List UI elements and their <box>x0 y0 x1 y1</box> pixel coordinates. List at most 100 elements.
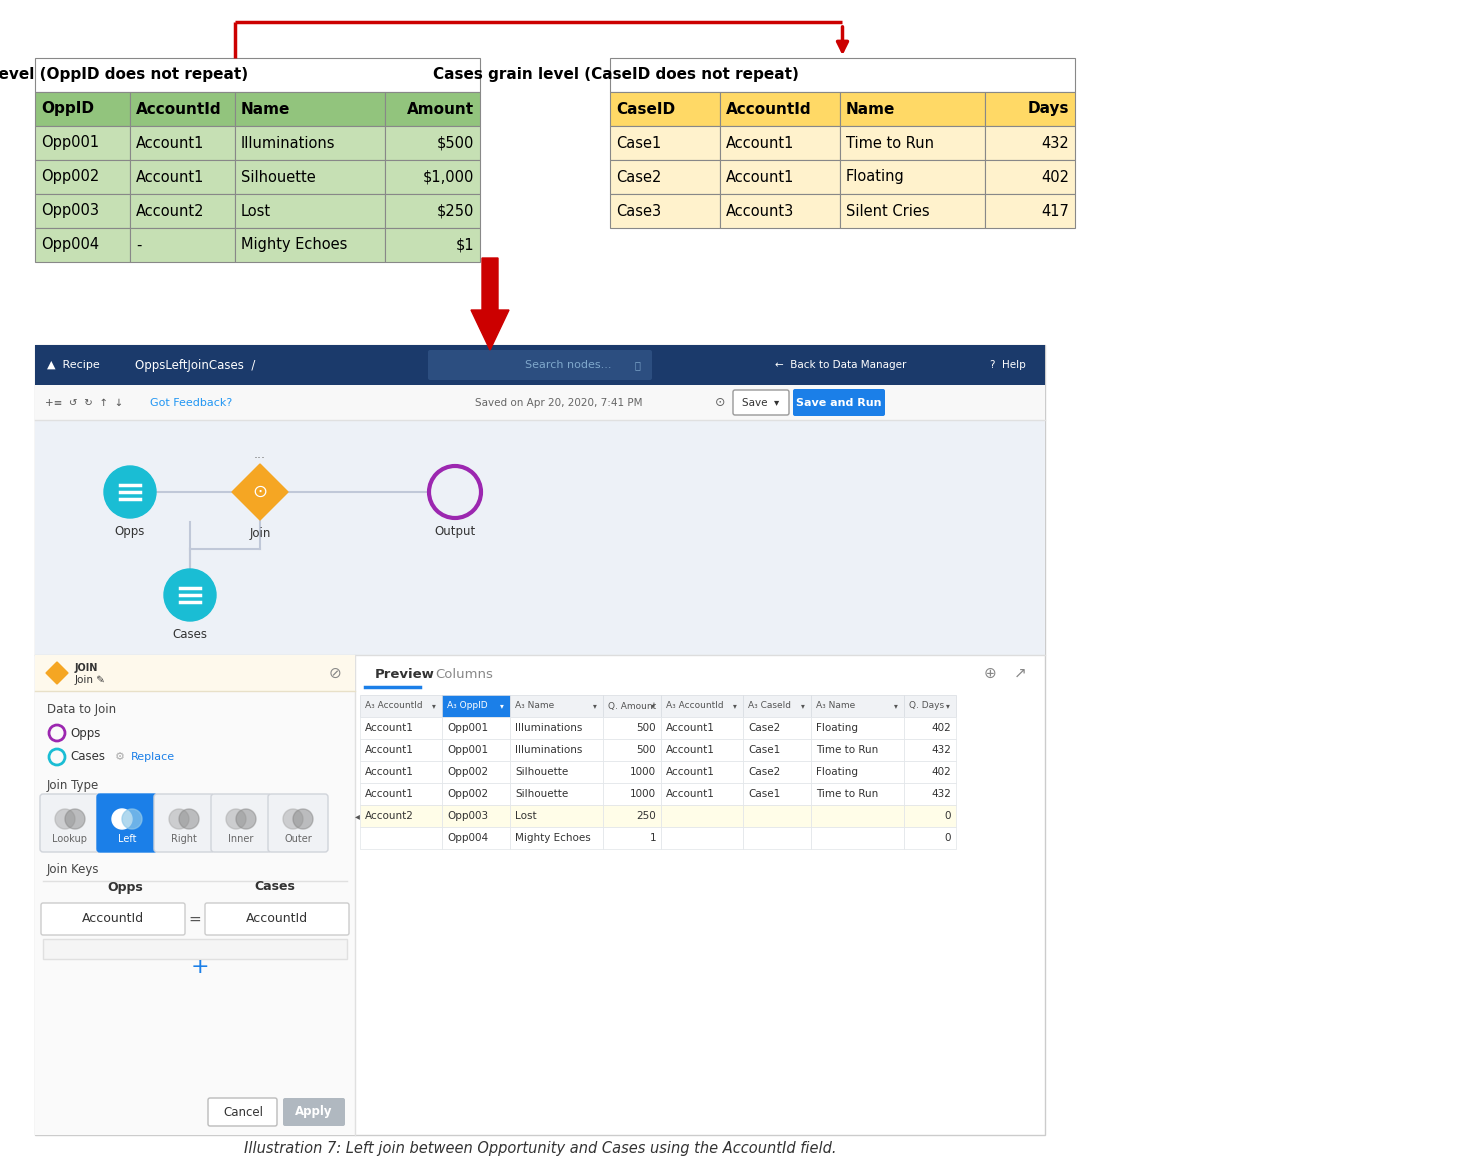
FancyBboxPatch shape <box>442 717 510 739</box>
Circle shape <box>65 808 85 830</box>
FancyBboxPatch shape <box>603 717 662 739</box>
Text: OppID: OppID <box>41 102 94 117</box>
Text: $500: $500 <box>437 136 473 151</box>
FancyBboxPatch shape <box>35 385 1045 420</box>
Text: ▾: ▾ <box>734 702 736 710</box>
Text: Mighty Echoes: Mighty Echoes <box>241 238 347 253</box>
Circle shape <box>237 808 256 830</box>
Text: ◂: ◂ <box>354 811 360 821</box>
Text: Opp001: Opp001 <box>41 136 98 151</box>
Text: A₃ CaseId: A₃ CaseId <box>748 702 791 710</box>
Text: Cases: Cases <box>172 627 207 640</box>
Text: Amount: Amount <box>407 102 473 117</box>
Text: Case2: Case2 <box>748 768 781 777</box>
Text: Search nodes...: Search nodes... <box>525 360 612 370</box>
Text: +≡  ↺  ↻  ↑  ↓: +≡ ↺ ↻ ↑ ↓ <box>46 398 123 407</box>
Text: 250: 250 <box>637 811 656 821</box>
Text: ↗: ↗ <box>1014 666 1026 681</box>
FancyBboxPatch shape <box>41 903 185 935</box>
Text: Days: Days <box>1028 102 1069 117</box>
Text: Account1: Account1 <box>365 723 415 732</box>
FancyBboxPatch shape <box>204 903 348 935</box>
FancyBboxPatch shape <box>720 194 839 228</box>
Text: 402: 402 <box>1041 170 1069 185</box>
Text: Cases grain level (CaseID does not repeat): Cases grain level (CaseID does not repea… <box>434 68 798 83</box>
Text: Left: Left <box>118 834 137 844</box>
Text: Account3: Account3 <box>726 204 794 219</box>
FancyBboxPatch shape <box>510 783 603 805</box>
Text: 0: 0 <box>945 833 951 844</box>
Circle shape <box>293 808 313 830</box>
FancyBboxPatch shape <box>720 126 839 160</box>
Text: Data to Join: Data to Join <box>47 703 116 716</box>
Text: Inner: Inner <box>228 834 254 844</box>
Text: Opp003: Opp003 <box>41 204 98 219</box>
Text: Case1: Case1 <box>616 136 662 151</box>
FancyBboxPatch shape <box>985 194 1075 228</box>
FancyBboxPatch shape <box>385 228 481 262</box>
FancyBboxPatch shape <box>129 194 235 228</box>
FancyBboxPatch shape <box>662 783 742 805</box>
Text: Join ✎: Join ✎ <box>75 675 106 684</box>
Text: Opp001: Opp001 <box>447 723 488 732</box>
Polygon shape <box>470 259 509 350</box>
Text: Account1: Account1 <box>137 136 204 151</box>
Text: Account2: Account2 <box>137 204 204 219</box>
FancyBboxPatch shape <box>811 695 904 717</box>
FancyBboxPatch shape <box>904 805 956 827</box>
Circle shape <box>226 808 245 830</box>
FancyBboxPatch shape <box>985 126 1075 160</box>
FancyBboxPatch shape <box>385 92 481 126</box>
Text: 402: 402 <box>932 723 951 732</box>
FancyBboxPatch shape <box>35 655 354 691</box>
Text: Account1: Account1 <box>365 789 415 799</box>
Text: Cases: Cases <box>254 881 295 894</box>
FancyBboxPatch shape <box>904 717 956 739</box>
FancyBboxPatch shape <box>662 695 742 717</box>
FancyBboxPatch shape <box>662 805 742 827</box>
Text: Floating: Floating <box>816 723 858 732</box>
Text: Replace: Replace <box>131 752 175 762</box>
Text: 432: 432 <box>931 789 951 799</box>
FancyBboxPatch shape <box>742 695 811 717</box>
Text: Account1: Account1 <box>365 745 415 755</box>
FancyBboxPatch shape <box>610 58 1075 92</box>
Text: Opp004: Opp004 <box>447 833 488 844</box>
FancyBboxPatch shape <box>742 717 811 739</box>
Circle shape <box>179 808 198 830</box>
FancyBboxPatch shape <box>97 794 157 852</box>
Text: ⊕: ⊕ <box>983 666 997 681</box>
Text: Silent Cries: Silent Cries <box>847 204 929 219</box>
Text: 402: 402 <box>932 768 951 777</box>
FancyBboxPatch shape <box>129 126 235 160</box>
FancyBboxPatch shape <box>40 794 100 852</box>
Text: Floating: Floating <box>816 768 858 777</box>
Text: Opps: Opps <box>115 524 146 537</box>
FancyBboxPatch shape <box>662 717 742 739</box>
FancyBboxPatch shape <box>610 160 720 194</box>
Text: 🔍: 🔍 <box>635 360 641 370</box>
FancyBboxPatch shape <box>235 194 385 228</box>
FancyBboxPatch shape <box>43 940 347 959</box>
FancyBboxPatch shape <box>904 783 956 805</box>
FancyBboxPatch shape <box>385 160 481 194</box>
FancyBboxPatch shape <box>207 1097 276 1126</box>
FancyBboxPatch shape <box>385 126 481 160</box>
FancyBboxPatch shape <box>235 160 385 194</box>
Text: Opportunity grain level (OppID does not repeat): Opportunity grain level (OppID does not … <box>0 68 248 83</box>
Text: Cases: Cases <box>71 750 104 764</box>
FancyBboxPatch shape <box>129 160 235 194</box>
FancyBboxPatch shape <box>610 126 720 160</box>
Text: $1: $1 <box>456 238 473 253</box>
FancyBboxPatch shape <box>360 739 442 761</box>
Text: JOIN: JOIN <box>75 663 98 673</box>
FancyBboxPatch shape <box>904 739 956 761</box>
Text: Illuminations: Illuminations <box>514 745 582 755</box>
FancyBboxPatch shape <box>985 92 1075 126</box>
Text: ⊙: ⊙ <box>253 483 268 501</box>
Text: Opp003: Opp003 <box>447 811 488 821</box>
FancyBboxPatch shape <box>603 783 662 805</box>
Text: Time to Run: Time to Run <box>847 136 933 151</box>
FancyBboxPatch shape <box>360 695 442 717</box>
FancyBboxPatch shape <box>610 194 720 228</box>
